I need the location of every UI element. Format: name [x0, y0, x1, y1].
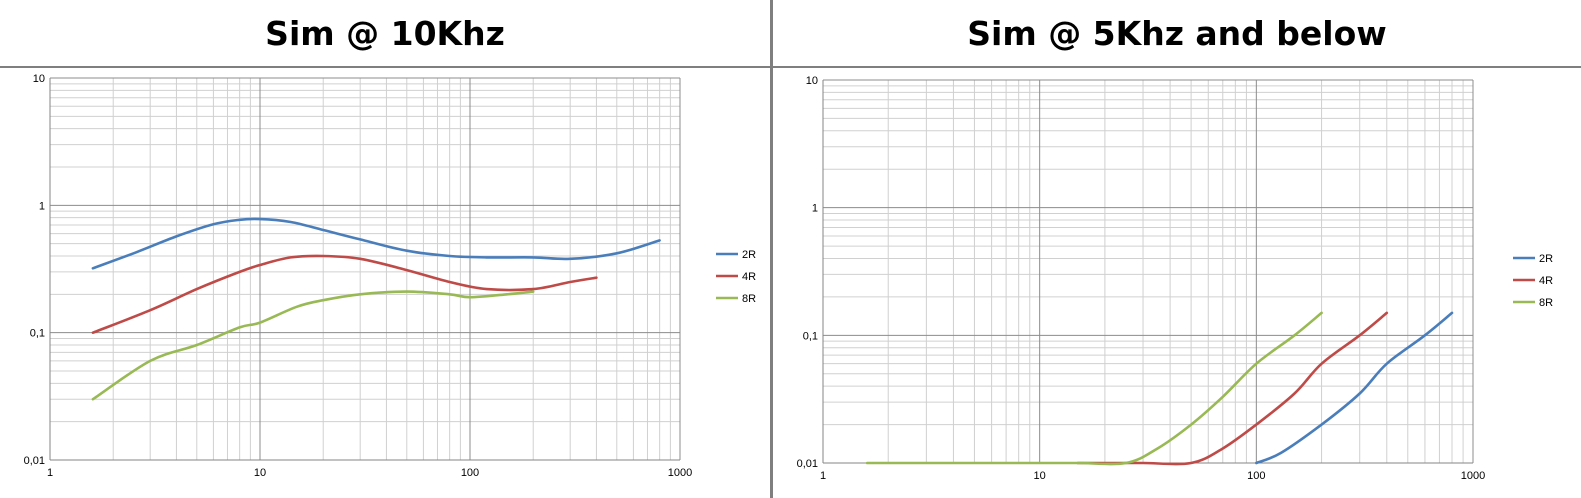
- x-tick-label: 1000: [1461, 470, 1485, 482]
- y-tick-label: 0,01: [797, 458, 818, 470]
- y-tick-label: 0,1: [30, 328, 45, 340]
- series-line-4r: [91, 254, 598, 334]
- x-tick-label: 10: [1034, 470, 1046, 482]
- legend-label: 8R: [1539, 297, 1553, 309]
- panel-divider: [770, 0, 773, 498]
- x-tick-label: 1: [820, 470, 826, 482]
- plot-area: [50, 78, 680, 460]
- chart-panel-right: Sim @ 5Khz and below 1 10 100 1000 0,01 0,1 1 1…: [773, 0, 1581, 498]
- chart-5khz-and-below: 1 10 100 1000 0,01 0,1 1 10 2R 4R 8R: [797, 75, 1554, 482]
- legend-label: 4R: [742, 271, 756, 283]
- gridlines: [49, 77, 681, 461]
- x-tick-label: 1000: [668, 467, 692, 479]
- legend-item-2r: 2R: [1513, 253, 1553, 265]
- x-tick-label: 1: [47, 467, 53, 479]
- chart-panel-left: Sim @ 10Khz 1 10 100 1000 0,01 0,1 1 10 2R 4R 8R: [0, 0, 770, 498]
- series-line-2r: [91, 217, 661, 270]
- x-tick-label: 100: [461, 467, 479, 479]
- y-tick-label: 10: [806, 75, 818, 87]
- x-tick-label: 100: [1247, 470, 1265, 482]
- gridlines: [822, 79, 1474, 464]
- y-tick-label: 0,01: [24, 455, 45, 467]
- title-separator: [773, 66, 1581, 68]
- series-line-2r: [1255, 311, 1454, 465]
- legend-item-2r: 2R: [716, 249, 756, 261]
- legend-label: 8R: [742, 293, 756, 305]
- legend-item-8r: 8R: [1513, 297, 1553, 309]
- legend-label: 2R: [1539, 253, 1553, 265]
- legend-item-8r: 8R: [716, 293, 756, 305]
- y-tick-label: 0,1: [803, 330, 818, 342]
- legend-item-4r: 4R: [716, 271, 756, 283]
- y-tick-label: 1: [39, 200, 45, 212]
- chart-title: Sim @ 5Khz and below: [967, 13, 1387, 53]
- title-separator: [0, 66, 770, 68]
- series-line-8r: [865, 311, 1323, 466]
- chart-title: Sim @ 10Khz: [265, 13, 505, 53]
- plot-area: [823, 80, 1473, 463]
- y-tick-label: 1: [812, 203, 818, 215]
- legend-label: 4R: [1539, 275, 1553, 287]
- series-line-8r: [91, 290, 535, 401]
- x-tick-label: 10: [254, 467, 266, 479]
- y-tick-label: 10: [33, 73, 45, 85]
- legend-label: 2R: [742, 249, 756, 261]
- chart-10khz: 1 10 100 1000 0,01 0,1 1 10 2R 4R 8R: [24, 73, 757, 479]
- legend-item-4r: 4R: [1513, 275, 1553, 287]
